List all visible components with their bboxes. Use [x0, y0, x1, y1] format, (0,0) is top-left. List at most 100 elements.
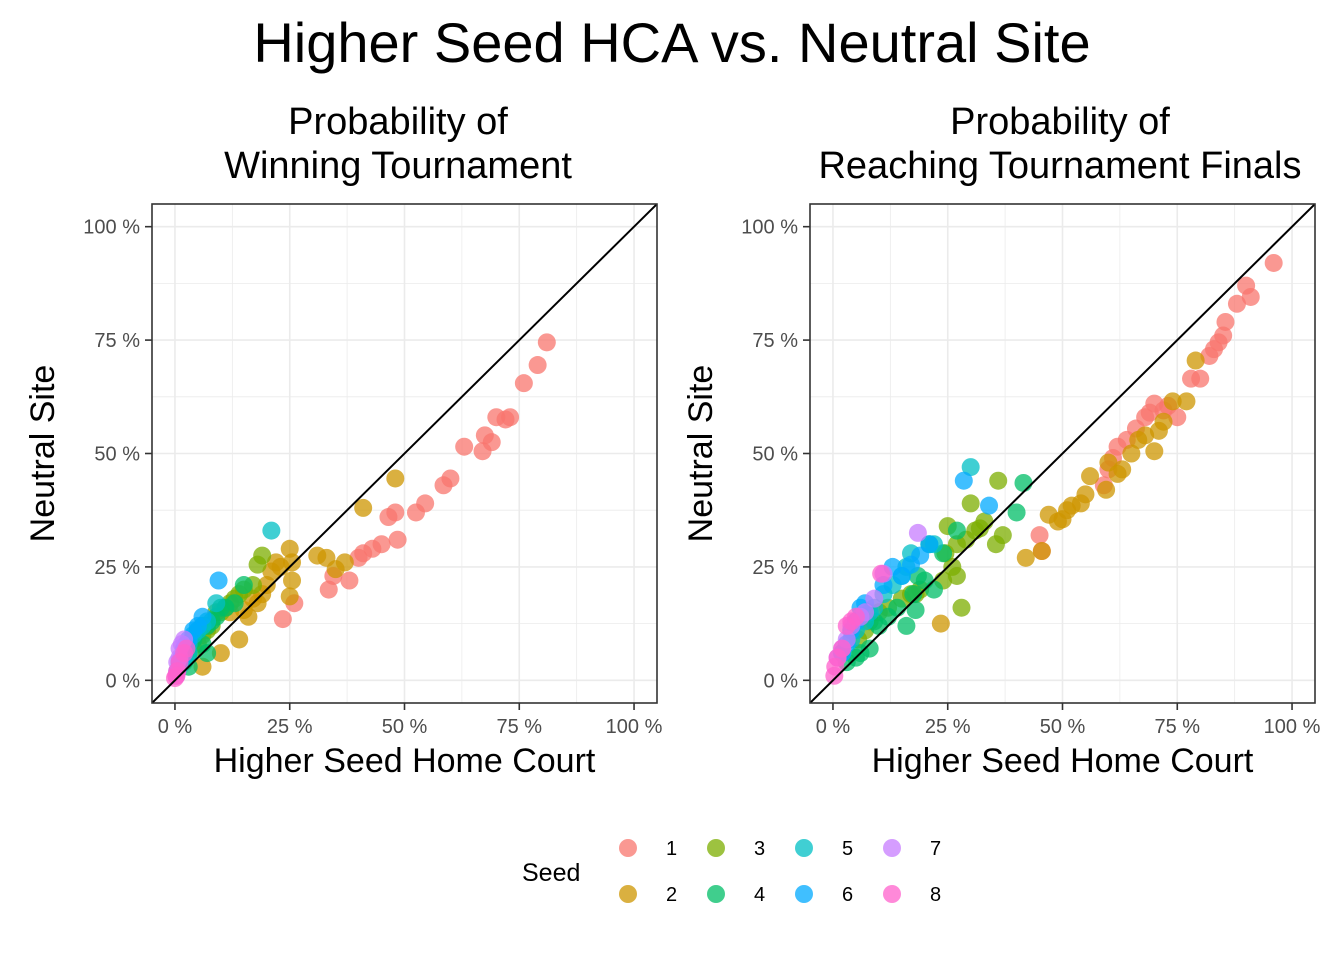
- point-seed-2: [1016, 548, 1035, 567]
- legend-label: 4: [754, 884, 765, 906]
- legend-label: 7: [930, 838, 941, 860]
- x-tick-label: 0 %: [158, 716, 193, 738]
- y-tick-label: 0 %: [764, 670, 799, 692]
- point-seed-3: [947, 566, 966, 585]
- point-seed-2: [1186, 351, 1205, 370]
- point-seed-8: [825, 666, 844, 685]
- point-seed-2: [1149, 421, 1168, 440]
- y-axis-title: Neutral Site: [682, 365, 720, 543]
- point-seed-1: [1200, 346, 1219, 365]
- point-seed-2: [280, 587, 299, 606]
- legend-item-seed-7: 7: [883, 838, 941, 860]
- y-tick-label: 25 %: [94, 557, 140, 579]
- point-seed-1: [514, 374, 533, 393]
- point-seed-3: [989, 471, 1008, 490]
- legend-key: [707, 839, 725, 857]
- point-seed-2: [193, 657, 212, 676]
- point-seed-2: [1122, 444, 1141, 463]
- y-tick-label: 75 %: [94, 330, 140, 352]
- point-seed-4: [198, 644, 217, 663]
- point-seed-8: [165, 669, 184, 688]
- point-seed-2: [1039, 505, 1058, 524]
- point-seed-2: [386, 469, 405, 488]
- point-seed-8: [837, 616, 856, 635]
- points: [165, 333, 556, 688]
- x-tick-label: 100 %: [1264, 716, 1321, 738]
- point-seed-1: [475, 426, 494, 445]
- legend-item-seed-5: 5: [795, 838, 853, 860]
- x-tick-label: 75 %: [496, 716, 542, 738]
- points: [825, 253, 1283, 685]
- panel-title-line: Probability of: [950, 101, 1170, 143]
- point-seed-2: [308, 546, 327, 565]
- point-seed-8: [872, 564, 891, 583]
- legend-label: 8: [930, 884, 941, 906]
- legend-key: [795, 839, 813, 857]
- legend: Seed 1 2 3 4 5 6 7 8: [522, 838, 941, 906]
- y-tick-label: 50 %: [752, 444, 798, 466]
- x-tick-label: 100 %: [606, 716, 663, 738]
- point-seed-1: [1241, 287, 1260, 306]
- point-seed-1: [1030, 526, 1049, 545]
- point-seed-5: [262, 521, 281, 540]
- point-seed-6: [980, 496, 999, 515]
- point-seed-1: [406, 503, 425, 522]
- point-seed-2: [211, 644, 230, 663]
- point-seed-2: [1145, 442, 1164, 461]
- legend-label: 6: [842, 884, 853, 906]
- x-tick-label: 50 %: [382, 716, 428, 738]
- point-seed-2: [262, 562, 281, 581]
- point-seed-1: [528, 356, 547, 375]
- legend-item-seed-8: 8: [883, 884, 941, 906]
- legend-label: 2: [666, 884, 677, 906]
- point-seed-7: [865, 589, 884, 608]
- point-seed-1: [473, 442, 492, 461]
- grid: [152, 204, 657, 703]
- point-seed-1: [379, 508, 398, 527]
- point-seed-1: [1216, 312, 1235, 331]
- point-seed-1: [455, 437, 474, 456]
- point-seed-4: [904, 585, 923, 604]
- point-seed-2: [1177, 392, 1196, 411]
- legend-label: 1: [666, 838, 677, 860]
- point-seed-7: [908, 523, 927, 542]
- point-seed-1: [1264, 253, 1283, 272]
- point-seed-1: [487, 408, 506, 427]
- panel-title-line: Winning Tournament: [224, 145, 572, 187]
- point-seed-1: [388, 530, 407, 549]
- y-tick-label: 0 %: [106, 670, 141, 692]
- point-seed-2: [1081, 467, 1100, 486]
- y-axis-title: Neutral Site: [24, 365, 62, 543]
- point-seed-1: [537, 333, 556, 352]
- point-seed-6: [954, 471, 973, 490]
- legend-label: 5: [842, 838, 853, 860]
- point-seed-2: [280, 539, 299, 558]
- point-seed-4: [947, 521, 966, 540]
- point-seed-6: [209, 571, 228, 590]
- point-seed-1: [319, 580, 338, 599]
- point-seed-4: [1014, 473, 1033, 492]
- point-seed-1: [340, 571, 359, 590]
- x-tick-label: 50 %: [1040, 716, 1086, 738]
- panel-title-line: Probability of: [288, 101, 508, 143]
- x-tick-label: 75 %: [1154, 716, 1200, 738]
- legend-title: Seed: [522, 859, 580, 887]
- legend-key: [795, 885, 813, 903]
- legend-label: 3: [754, 838, 765, 860]
- y-tick-label: 50 %: [94, 444, 140, 466]
- point-seed-3: [986, 535, 1005, 554]
- point-seed-1: [434, 476, 453, 495]
- point-seed-2: [354, 498, 373, 517]
- legend-key: [883, 839, 901, 857]
- y-tick-label: 100 %: [83, 217, 140, 239]
- x-tick-label: 0 %: [816, 716, 851, 738]
- point-seed-2: [1129, 430, 1148, 449]
- point-seed-1: [349, 548, 368, 567]
- x-tick-label: 25 %: [925, 716, 971, 738]
- point-seed-4: [906, 601, 925, 620]
- x-axis-title: Higher Seed Home Court: [214, 742, 596, 780]
